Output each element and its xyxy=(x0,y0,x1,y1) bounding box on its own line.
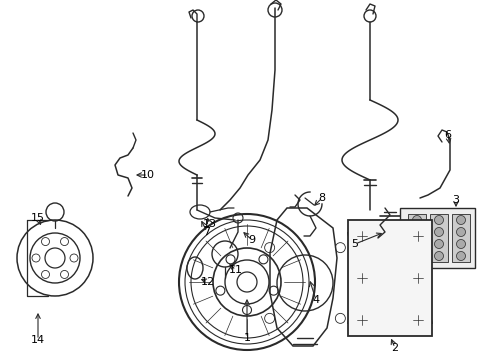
Circle shape xyxy=(434,228,443,237)
Circle shape xyxy=(434,216,443,225)
Circle shape xyxy=(354,271,368,285)
Circle shape xyxy=(354,313,368,327)
Bar xyxy=(347,220,431,336)
Circle shape xyxy=(434,252,443,261)
Ellipse shape xyxy=(396,258,414,298)
Text: 8: 8 xyxy=(318,193,325,203)
Text: 10: 10 xyxy=(141,170,155,180)
Text: 9: 9 xyxy=(248,235,255,245)
Text: 3: 3 xyxy=(451,195,459,205)
Bar xyxy=(407,214,425,262)
Text: 12: 12 xyxy=(201,277,215,287)
Text: 13: 13 xyxy=(203,219,217,229)
Circle shape xyxy=(456,228,465,237)
Circle shape xyxy=(456,252,465,261)
Circle shape xyxy=(410,271,424,285)
Circle shape xyxy=(354,229,368,243)
Text: 14: 14 xyxy=(31,335,45,345)
Circle shape xyxy=(412,252,421,261)
Circle shape xyxy=(434,239,443,248)
Bar xyxy=(399,208,474,268)
Circle shape xyxy=(456,239,465,248)
Text: 1: 1 xyxy=(243,333,250,343)
Text: 5: 5 xyxy=(351,239,358,249)
Ellipse shape xyxy=(364,258,382,298)
Text: 4: 4 xyxy=(312,295,319,305)
Circle shape xyxy=(412,216,421,225)
Text: 11: 11 xyxy=(228,265,243,275)
Text: 7: 7 xyxy=(203,227,210,237)
Text: 6: 6 xyxy=(444,130,450,140)
Text: 15: 15 xyxy=(31,213,45,223)
Text: 2: 2 xyxy=(390,343,398,353)
Circle shape xyxy=(456,216,465,225)
Circle shape xyxy=(410,229,424,243)
Circle shape xyxy=(412,239,421,248)
Bar xyxy=(429,214,447,262)
Circle shape xyxy=(412,228,421,237)
Bar xyxy=(451,214,469,262)
Circle shape xyxy=(410,313,424,327)
